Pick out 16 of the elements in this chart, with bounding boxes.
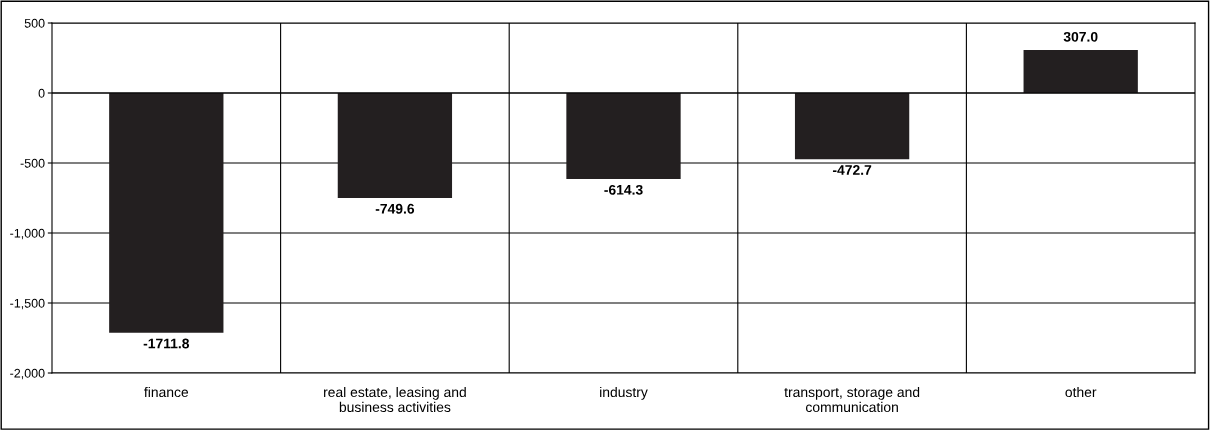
y-tick-label: -500 — [20, 158, 45, 168]
x-tick-label: industry — [600, 386, 648, 400]
data-label: -1711.8 — [143, 338, 190, 349]
x-tick-label: transport, storage and communication — [784, 386, 920, 413]
data-label: -749.6 — [375, 203, 415, 214]
data-label: -472.7 — [832, 165, 872, 175]
y-tick-label: -2,000 — [10, 368, 45, 380]
data-label: -614.3 — [604, 184, 643, 195]
x-tick-label: finance — [144, 386, 189, 398]
y-tick-label: 0 — [38, 88, 45, 98]
x-tick-label: real estate, leasing and business activities — [324, 386, 466, 413]
data-label: 307.0 — [1063, 31, 1098, 42]
y-tick-label: -1,000 — [10, 228, 45, 240]
y-tick-label: -1,500 — [10, 298, 45, 310]
x-tick-label: other — [1065, 386, 1097, 398]
y-tick-label: 500 — [24, 18, 45, 28]
